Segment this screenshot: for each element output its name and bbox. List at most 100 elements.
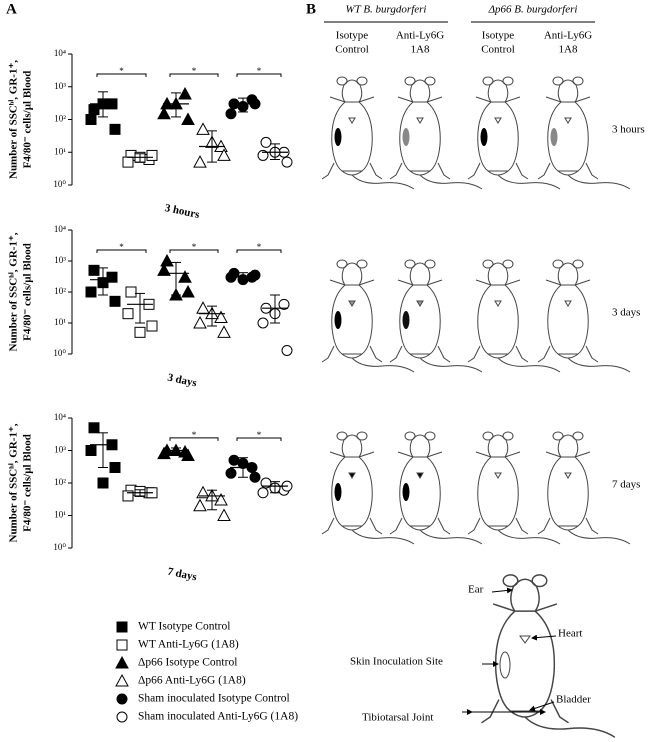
significance-bracket bbox=[96, 249, 147, 253]
legend-label: Sham inoculated Isotype Control bbox=[138, 693, 290, 705]
marker bbox=[116, 621, 128, 633]
heart bbox=[348, 117, 356, 124]
marker bbox=[217, 508, 231, 521]
treatment-label: Isotype bbox=[336, 30, 369, 42]
marker bbox=[225, 108, 237, 120]
marker bbox=[146, 149, 158, 161]
marker bbox=[193, 315, 207, 329]
significance-bracket bbox=[236, 73, 282, 77]
marker bbox=[257, 487, 269, 499]
y-axis-label: F4/80⁻ cells/µl Blood bbox=[22, 71, 34, 169]
y-axis-label: Number of SSCʰⁱ, GR-1⁺, bbox=[7, 232, 20, 351]
treatment-label: 1A8 bbox=[559, 44, 578, 56]
marker bbox=[260, 477, 272, 489]
marker bbox=[249, 471, 261, 483]
marker bbox=[116, 639, 128, 651]
marker bbox=[85, 286, 97, 298]
marker bbox=[115, 655, 129, 669]
marker bbox=[196, 301, 210, 314]
x-axis-label: 3 days bbox=[166, 372, 198, 390]
marker bbox=[214, 492, 228, 506]
heart bbox=[494, 472, 502, 479]
heart bbox=[494, 300, 502, 307]
marker bbox=[116, 693, 128, 705]
heart bbox=[416, 472, 424, 479]
anatomy-arrow bbox=[529, 701, 555, 712]
significance-label: * bbox=[257, 66, 262, 76]
marker bbox=[97, 477, 109, 489]
marker bbox=[116, 711, 128, 723]
treatment-label: Anti-Ly6G bbox=[544, 30, 592, 42]
y-tick-label: 10¹ bbox=[54, 146, 66, 156]
treatment-label: Anti-Ly6G bbox=[396, 30, 444, 42]
marker bbox=[125, 286, 137, 298]
y-axis-label: F4/80⁻ cells/µl Blood bbox=[22, 243, 34, 341]
timepoint-label: 3 days bbox=[612, 307, 640, 319]
marker bbox=[257, 317, 269, 329]
heart bbox=[494, 117, 502, 124]
heart bbox=[564, 300, 572, 307]
marker bbox=[122, 490, 134, 502]
marker bbox=[225, 271, 237, 283]
treatment-label: 1A8 bbox=[411, 44, 430, 56]
marker bbox=[214, 310, 228, 324]
y-tick-label: 10⁴ bbox=[54, 412, 66, 422]
marker bbox=[193, 155, 207, 168]
inoculation-site bbox=[480, 128, 488, 146]
marker bbox=[281, 344, 293, 356]
marker bbox=[134, 326, 146, 338]
y-tick-label: 10¹ bbox=[54, 317, 66, 327]
marker bbox=[181, 448, 195, 462]
marker bbox=[278, 298, 290, 310]
marker bbox=[85, 445, 97, 456]
significance-bracket bbox=[236, 437, 282, 441]
y-tick-label: 10⁰ bbox=[53, 542, 66, 552]
y-axis-label: Number of SSCʰⁱ, GR-1⁺, bbox=[7, 60, 20, 179]
significance-label: * bbox=[257, 430, 262, 440]
legend-label: Δp66 Anti-Ly6G (1A8) bbox=[138, 675, 246, 687]
significance-bracket bbox=[169, 73, 219, 77]
marker bbox=[217, 148, 231, 161]
y-axis-label: Number of SSCʰⁱ, GR-1⁺, bbox=[7, 423, 20, 542]
anatomy-arrow bbox=[531, 634, 557, 641]
y-axis-label: F4/80⁻ cells/µl Blood bbox=[22, 434, 34, 532]
marker bbox=[157, 106, 171, 120]
y-tick-label: 10² bbox=[54, 114, 66, 124]
marker bbox=[88, 422, 100, 434]
inoculation-site bbox=[402, 311, 410, 329]
marker bbox=[88, 264, 100, 276]
treatment-label: Isotype bbox=[482, 30, 515, 42]
mouse bbox=[467, 259, 561, 373]
y-tick-label: 10⁴ bbox=[54, 48, 66, 58]
marker bbox=[109, 461, 121, 473]
y-tick-label: 10² bbox=[54, 477, 66, 487]
marker bbox=[160, 253, 174, 267]
significance-bracket bbox=[236, 249, 282, 253]
mouse bbox=[467, 431, 561, 545]
anatomy-label: Tibiotarsal Joint bbox=[362, 712, 433, 724]
inoculation-site bbox=[499, 651, 511, 679]
y-tick-label: 10⁴ bbox=[54, 224, 66, 234]
y-tick-label: 10⁰ bbox=[53, 348, 66, 358]
y-tick-label: 10¹ bbox=[54, 510, 66, 520]
heart bbox=[416, 117, 424, 124]
legend-label: Sham inoculated Anti-Ly6G (1A8) bbox=[138, 711, 298, 723]
y-tick-label: 10⁰ bbox=[53, 179, 66, 189]
marker bbox=[181, 112, 195, 125]
heart bbox=[416, 300, 424, 307]
marker bbox=[178, 270, 192, 283]
marker bbox=[85, 114, 97, 125]
significance-label: * bbox=[119, 242, 124, 252]
inoculation-site bbox=[550, 128, 558, 146]
heart bbox=[564, 117, 572, 124]
inoculation-site bbox=[334, 311, 342, 329]
marker bbox=[122, 156, 134, 168]
marker bbox=[249, 269, 261, 281]
marker bbox=[178, 86, 192, 100]
marker bbox=[196, 485, 210, 499]
marker bbox=[157, 446, 171, 460]
significance-bracket bbox=[96, 73, 147, 77]
marker bbox=[157, 263, 171, 276]
significance-label: * bbox=[257, 242, 262, 252]
